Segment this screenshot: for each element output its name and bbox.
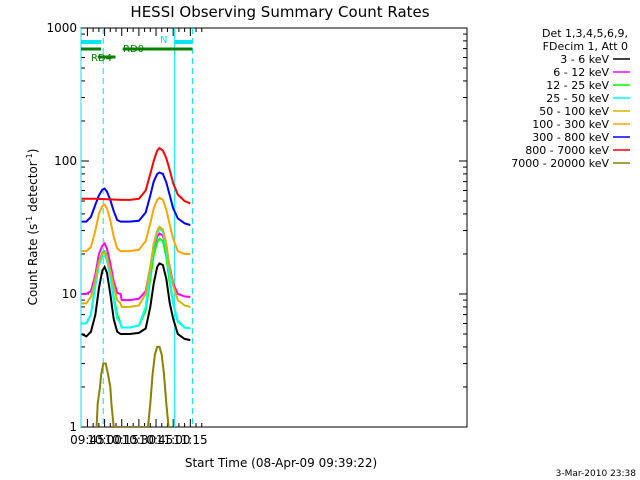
legend-header-line-1: Det 1,3,4,5,6,9, bbox=[542, 27, 628, 40]
y-label-part3: ) bbox=[26, 149, 40, 154]
series-line-1 bbox=[81, 262, 191, 342]
x-tick-label: 10:15 bbox=[104, 433, 139, 447]
y-label-sup2: -1 bbox=[25, 153, 34, 161]
series-group bbox=[81, 146, 191, 427]
series-line-9 bbox=[95, 345, 170, 427]
x-tick-label: 11:15 bbox=[173, 433, 208, 447]
series-line-7 bbox=[81, 171, 191, 226]
y-tick-label: 10 bbox=[62, 287, 77, 301]
observing-overlays: N RD0 RD4 bbox=[80, 28, 193, 427]
legend-label-4: 25 - 50 keV bbox=[546, 92, 609, 105]
y-label-sup1: -1 bbox=[25, 216, 34, 224]
legend-label-6: 100 - 300 keV bbox=[532, 118, 609, 131]
legend-label-3: 12 - 25 keV bbox=[546, 79, 609, 92]
y-tick-label: 100 bbox=[54, 154, 77, 168]
legend-label-1: 3 - 6 keV bbox=[560, 53, 609, 66]
legend-label-9: 7000 - 20000 keV bbox=[511, 157, 609, 170]
x-tick-label: 10:00 bbox=[87, 433, 122, 447]
rd0-flag-label: RD0 bbox=[123, 44, 144, 55]
x-tick-label: 09:45 bbox=[70, 433, 105, 447]
legend-header-line-2: FDecim 1, Att 0 bbox=[543, 40, 628, 53]
series-line-4 bbox=[81, 227, 191, 330]
y-label-part2: detector bbox=[26, 161, 40, 216]
plot-frame bbox=[80, 27, 468, 428]
x-tick-label: 10:45 bbox=[139, 433, 174, 447]
series-line-5 bbox=[81, 225, 191, 308]
y-axis-label: Count Rate (s-1 detector-1) bbox=[25, 149, 40, 306]
chart-title: HESSI Observing Summary Count Rates bbox=[130, 3, 429, 21]
rd4-flag-label: RD4 bbox=[91, 53, 112, 64]
legend: Det 1,3,4,5,6,9, FDecim 1, Att 0 3 - 6 k… bbox=[511, 27, 630, 170]
saa-flag-label: N bbox=[160, 35, 167, 46]
x-tick-label: 10:30 bbox=[122, 433, 157, 447]
series-line-6 bbox=[81, 196, 191, 255]
legend-label-5: 50 - 100 keV bbox=[539, 105, 609, 118]
legend-label-2: 6 - 12 keV bbox=[553, 66, 609, 79]
series-line-8 bbox=[81, 146, 191, 205]
axis-ticks: 1 10 100 1000 09:4510:0010:1510:3010:4511:00… bbox=[46, 21, 467, 447]
x-axis-label: Start Time (08-Apr-09 09:39:22) bbox=[185, 456, 377, 470]
y-label-part1: Count Rate (s bbox=[26, 224, 40, 306]
legend-label-8: 800 - 7000 keV bbox=[525, 144, 609, 157]
y-tick-label: 1000 bbox=[46, 21, 77, 35]
x-tick-label: 11:00 bbox=[156, 433, 191, 447]
generation-timestamp: 3-Mar-2010 23:38 bbox=[556, 469, 637, 479]
y-tick-label: 1 bbox=[69, 420, 77, 434]
legend-label-7: 300 - 800 keV bbox=[532, 131, 609, 144]
